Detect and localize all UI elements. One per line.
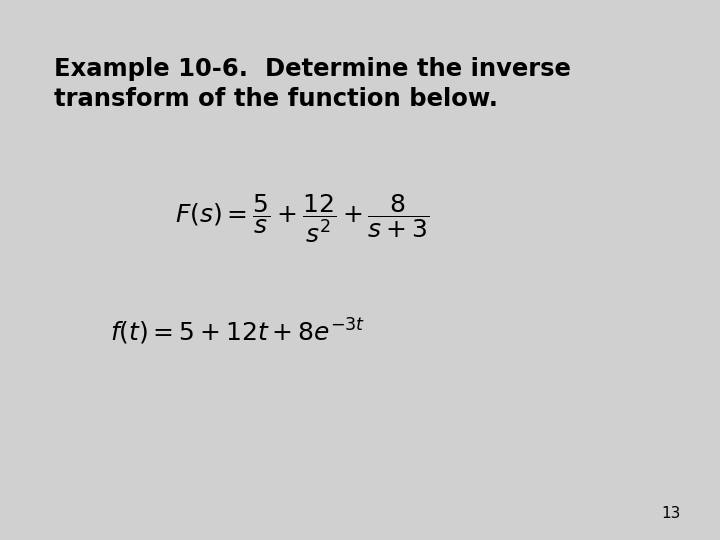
Text: $F(s) = \dfrac{5}{s} + \dfrac{12}{s^2} + \dfrac{8}{s+3}$: $F(s) = \dfrac{5}{s} + \dfrac{12}{s^2} +… [175, 193, 430, 245]
Text: $f(t) = 5 + 12t + 8e^{-3t}$: $f(t) = 5 + 12t + 8e^{-3t}$ [110, 317, 365, 347]
Text: Example 10-6.  Determine the inverse
transform of the function below.: Example 10-6. Determine the inverse tran… [54, 57, 571, 111]
Text: 13: 13 [661, 506, 680, 521]
